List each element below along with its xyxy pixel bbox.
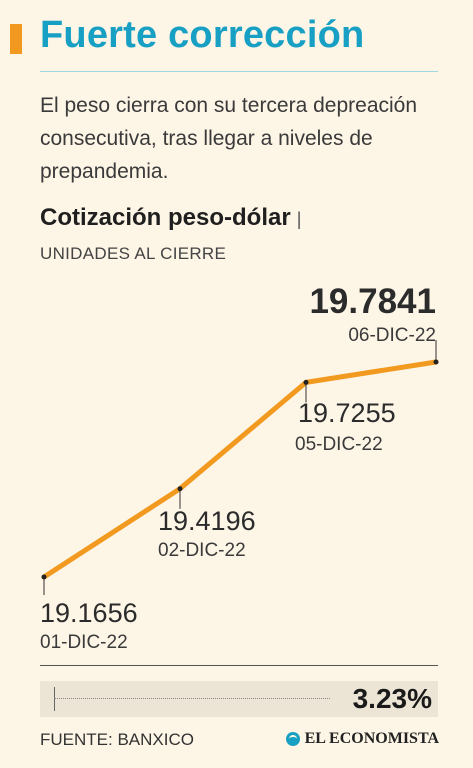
source-label: FUENTE: BANXICO [40,730,194,749]
chart-unit-label: UNIDADES AL CIERRE [40,244,227,263]
page-title: Fuerte corrección [40,14,365,56]
title-separator: | [296,209,302,229]
x-tick-label: 06-DIC-22 [348,325,436,346]
data-label: 19.4196 [158,506,256,536]
page-subtitle: El peso cierra con su tercera depreación… [40,94,418,183]
change-band: 3.23% [40,681,438,717]
data-point [177,486,183,492]
x-tick-label: 05-DIC-22 [295,434,383,455]
change-percent: 3.23% [352,683,432,714]
x-tick-label: 02-DIC-22 [158,540,246,561]
chart-title: Cotización peso-dólar | [40,204,301,232]
x-tick-label: 01-DIC-22 [40,632,128,653]
chart-title-text: Cotización peso-dólar [40,204,291,231]
accent-bar [10,24,22,54]
brand-logo: EL ECONOMISTA [285,730,439,748]
data-label: 19.7255 [298,398,396,428]
brand-icon [285,732,300,746]
data-label: 19.1656 [40,598,138,628]
data-point [41,574,47,580]
band-dotted-line [54,698,330,699]
band-start-tick [54,687,55,711]
data-label: 19.7841 [309,282,436,321]
title-divider [40,71,438,72]
series-line [41,359,439,580]
data-point [433,359,439,365]
data-point [303,379,309,385]
bottom-divider [40,665,438,666]
brand-name: EL ECONOMISTA [304,730,439,747]
